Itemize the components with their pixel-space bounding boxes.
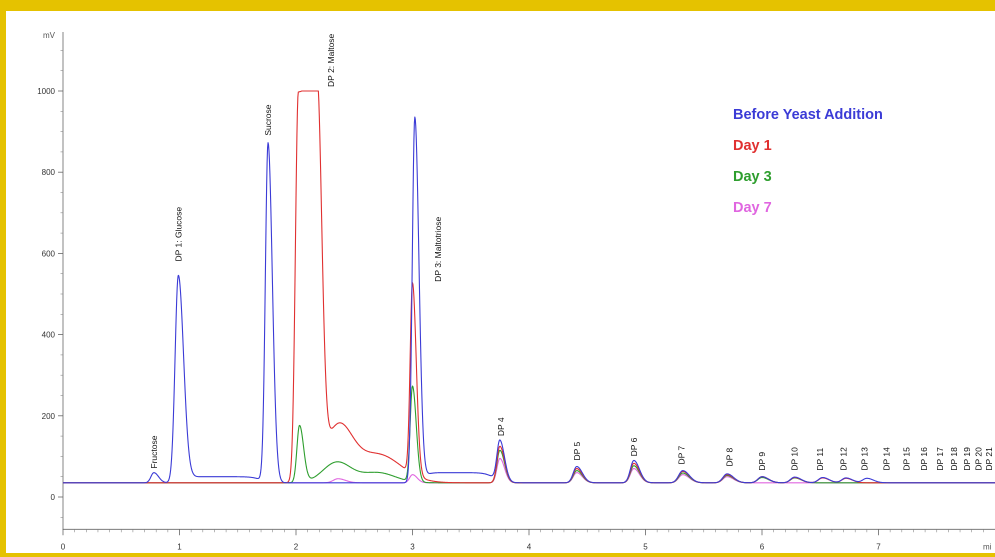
peak-label: DP 6 (629, 437, 639, 456)
y-tick-label: 600 (42, 249, 56, 258)
peak-annotations: Fructose DP 1: Glucose Sucrose DP 2: Maltos… (149, 33, 994, 470)
peak-label: DP 5 (572, 441, 582, 460)
peak-label: Fructose (149, 435, 159, 468)
x-tick-label: 1 (177, 542, 182, 551)
series-line-2 (62, 385, 995, 484)
peak-label: DP 2: Maltose (326, 33, 336, 87)
peak-label: DP 18 (949, 447, 959, 471)
x-tick-label: 3 (410, 542, 415, 551)
peak-label: DP 19 (962, 447, 972, 471)
peak-label: DP 15 (901, 447, 911, 471)
legend-entry: Day 7 (733, 200, 772, 216)
y-tick-label: 1000 (37, 87, 55, 96)
y-unit-label: mV (43, 31, 56, 40)
y-tick-label: 800 (42, 168, 56, 177)
x-tick-label: 6 (760, 542, 765, 551)
peak-label: DP 20 (974, 447, 984, 471)
series-group (62, 90, 995, 484)
peak-label: DP 7 (677, 446, 687, 465)
y-tick-label: 0 (51, 493, 56, 502)
peak-label: Sucrose (263, 104, 273, 135)
x-unit-label: mi (983, 542, 992, 551)
peak-label: DP 9 (757, 452, 767, 471)
peak-label: DP 12 (839, 447, 849, 471)
series-line-1 (62, 90, 995, 484)
series-line-3 (62, 457, 995, 484)
peak-label: DP 3: Maltotriose (433, 217, 443, 282)
peak-label: DP 4 (496, 417, 506, 436)
peak-label: DP 1: Glucose (173, 207, 183, 262)
y-tick-label: 400 (42, 331, 56, 340)
peak-label: DP 13 (860, 447, 870, 471)
legend: Before Yeast Addition Day 1 Day 3 Day 7 (733, 107, 883, 216)
peak-label: DP 14 (882, 447, 892, 471)
legend-entry: Day 1 (733, 138, 772, 154)
x-tick-label: 4 (527, 542, 532, 551)
peak-label: DP 21 (984, 447, 994, 471)
legend-entry: Before Yeast Addition (733, 107, 883, 123)
x-tick-label: 7 (876, 542, 881, 551)
peak-label: DP 17 (935, 447, 945, 471)
legend-entry: Day 3 (733, 169, 772, 185)
x-tick-label: 2 (294, 542, 299, 551)
axes: 0 200 400 600 800 1000 mV 0 1 2 3 4 5 6 7 mi (37, 31, 995, 551)
peak-label: DP 8 (724, 448, 734, 467)
x-tick-label: 5 (643, 542, 648, 551)
series-line-0 (62, 116, 995, 484)
peak-label: DP 10 (790, 447, 800, 471)
peak-label: DP 16 (919, 447, 929, 471)
y-tick-label: 200 (42, 412, 56, 421)
x-tick-label: 0 (61, 542, 66, 551)
peak-label: DP 11 (815, 447, 825, 470)
